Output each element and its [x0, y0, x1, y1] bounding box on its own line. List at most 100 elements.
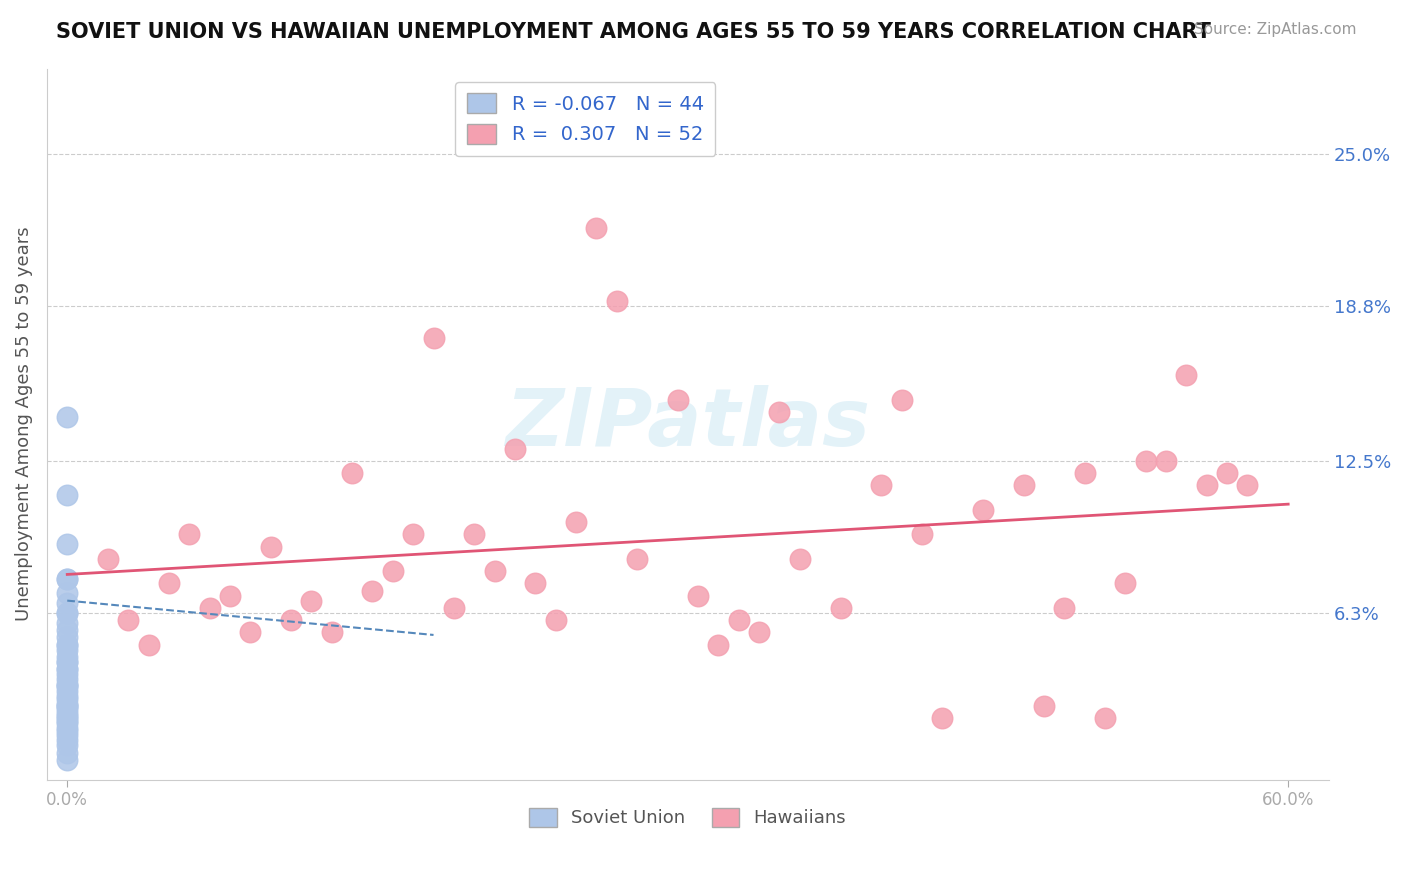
Point [219, 589, 242, 603]
Point [56, 677, 79, 691]
Point [56, 662, 79, 676]
Point [1154, 454, 1177, 468]
Point [198, 601, 221, 615]
Point [1216, 466, 1239, 480]
Point [56, 615, 79, 630]
Point [890, 392, 912, 407]
Point [931, 711, 953, 725]
Point [97, 552, 120, 566]
Point [56, 699, 79, 714]
Point [56, 488, 79, 502]
Point [503, 442, 526, 456]
Point [1053, 601, 1076, 615]
Point [56, 723, 79, 738]
Point [585, 220, 607, 235]
Point [56, 729, 79, 743]
Point [299, 593, 322, 607]
Point [56, 709, 79, 723]
Point [56, 753, 79, 767]
Point [1135, 454, 1157, 468]
Point [56, 662, 79, 676]
Point [666, 392, 689, 407]
Text: Source: ZipAtlas.com: Source: ZipAtlas.com [1194, 22, 1357, 37]
Point [56, 721, 79, 735]
Text: SOVIET UNION VS HAWAIIAN UNEMPLOYMENT AMONG AGES 55 TO 59 YEARS CORRELATION CHAR: SOVIET UNION VS HAWAIIAN UNEMPLOYMENT AM… [56, 22, 1211, 42]
Point [56, 680, 79, 694]
Point [117, 613, 139, 627]
Point [56, 606, 79, 620]
Text: ZIPatlas: ZIPatlas [505, 385, 870, 463]
Point [179, 527, 201, 541]
Point [626, 552, 648, 566]
Point [972, 503, 994, 517]
Point [748, 625, 770, 640]
Point [56, 680, 79, 694]
Y-axis label: Unemployment Among Ages 55 to 59 years: Unemployment Among Ages 55 to 59 years [15, 227, 32, 622]
Point [1033, 699, 1056, 714]
Point [830, 601, 852, 615]
Point [707, 638, 730, 652]
Point [56, 684, 79, 698]
Point [56, 697, 79, 711]
Point [56, 655, 79, 669]
Point [340, 466, 363, 480]
Point [1114, 576, 1136, 591]
Point [1236, 478, 1258, 492]
Point [56, 623, 79, 637]
Point [606, 294, 628, 309]
Point [56, 650, 79, 665]
Point [727, 613, 749, 627]
Point [911, 527, 934, 541]
Point [280, 613, 302, 627]
Point [1094, 711, 1116, 725]
Point [138, 638, 160, 652]
Point [56, 706, 79, 721]
Point [524, 576, 547, 591]
Point [56, 586, 79, 600]
Point [56, 638, 79, 652]
Point [544, 613, 567, 627]
Point [56, 537, 79, 551]
Point [56, 672, 79, 686]
Point [56, 409, 79, 424]
Point [56, 699, 79, 714]
Point [56, 655, 79, 669]
Point [361, 583, 384, 598]
Point [56, 711, 79, 725]
Point [789, 552, 811, 566]
Point [56, 739, 79, 753]
Point [56, 606, 79, 620]
Point [56, 714, 79, 728]
Point [1195, 478, 1218, 492]
Point [565, 515, 588, 529]
Point [1073, 466, 1095, 480]
Point [260, 540, 283, 554]
Point [56, 638, 79, 652]
Point [56, 631, 79, 645]
Point [768, 405, 790, 419]
Point [56, 572, 79, 586]
Point [56, 642, 79, 657]
Point [484, 564, 506, 578]
Point [381, 564, 404, 578]
Point [1012, 478, 1035, 492]
Point [157, 576, 180, 591]
Point [239, 625, 262, 640]
Point [56, 596, 79, 610]
Point [56, 746, 79, 760]
Point [463, 527, 485, 541]
Legend: Soviet Union, Hawaiians: Soviet Union, Hawaiians [522, 801, 853, 835]
Point [321, 625, 343, 640]
Point [56, 701, 79, 715]
Point [402, 527, 425, 541]
Point [56, 716, 79, 731]
Point [56, 572, 79, 586]
Point [422, 331, 444, 345]
Point [1175, 368, 1198, 382]
Point [56, 733, 79, 747]
Point [56, 667, 79, 681]
Point [870, 478, 893, 492]
Point [686, 589, 709, 603]
Point [56, 691, 79, 706]
Point [56, 690, 79, 704]
